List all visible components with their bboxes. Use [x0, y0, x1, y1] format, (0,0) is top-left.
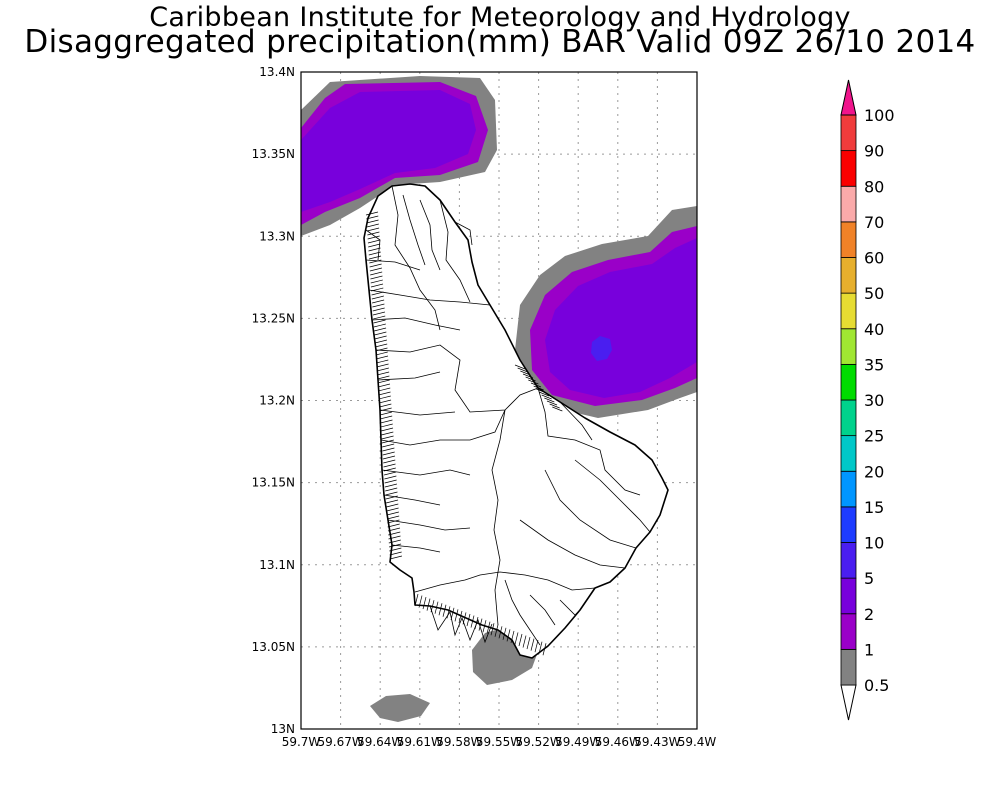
colorbar-label: 2	[864, 605, 874, 624]
island-coastline	[363, 183, 669, 659]
colorbar-swatch	[840, 399, 857, 437]
colorbar-bottom-arrow	[840, 684, 857, 721]
lat-tick-label: 13.15N	[252, 476, 295, 490]
colorbar-swatch	[840, 648, 857, 686]
colorbar-swatch	[840, 292, 857, 330]
lat-tick-label: 13N	[271, 722, 295, 736]
precip-area-east-2mm	[545, 238, 697, 398]
colorbar-swatch	[840, 470, 857, 508]
lon-tick-label: 59.46W	[595, 735, 641, 749]
colorbar-label: 15	[864, 498, 884, 517]
lon-tick-label: 59.49W	[555, 735, 601, 749]
colorbar-label: 10	[864, 534, 884, 553]
precip-area-nw-2mm	[301, 90, 476, 212]
lon-tick-label: 59.61W	[397, 735, 443, 749]
colorbar-top-arrow	[840, 79, 857, 116]
lon-tick-label: 59.64W	[357, 735, 403, 749]
parish-boundaries	[365, 185, 651, 646]
colorbar-swatch	[840, 328, 857, 365]
colorbar-label: 40	[864, 320, 884, 339]
precip-area-east-5mm	[591, 336, 612, 361]
colorbar-label: 80	[864, 177, 884, 196]
colorbar-label: 35	[864, 355, 884, 374]
colorbar-swatch	[840, 257, 857, 294]
colorbar-label: 0.5	[864, 676, 889, 695]
colorbar-swatch	[840, 577, 857, 615]
lat-tick-label: 13.2N	[259, 394, 295, 408]
lat-tick-label: 13.4N	[259, 65, 295, 79]
precip-area-southwest-0.5mm	[370, 694, 430, 722]
lon-tick-label: 59.52W	[515, 735, 561, 749]
lat-tick-label: 13.35N	[252, 147, 295, 161]
colorbar-swatch	[840, 613, 857, 650]
colorbar-swatch	[840, 542, 857, 579]
colorbar-label: 90	[864, 142, 884, 161]
colorbar-label: 100	[864, 106, 895, 125]
latitude-axis: 13.4N 13.35N 13.3N 13.25N 13.2N 13.15N 13.1N 13…	[252, 65, 295, 736]
colorbar-swatch	[840, 363, 857, 401]
lon-tick-label: 59.7W	[282, 735, 321, 749]
lon-tick-label: 59.58W	[436, 735, 482, 749]
chart-title: Caribbean Institute for Meteorology and …	[149, 2, 851, 33]
map-frame	[300, 71, 698, 730]
lat-tick-label: 13.3N	[259, 229, 295, 243]
colorbar-label: 20	[864, 462, 884, 481]
longitude-axis: 59.7W59.67W59.64W59.61W59.58W59.55W59.52…	[282, 735, 717, 749]
colorbar-swatch	[840, 435, 857, 472]
lat-tick-label: 13.25N	[252, 311, 295, 325]
colorbar-label: 1	[864, 640, 874, 659]
colorbar-label: 30	[864, 391, 884, 410]
lat-tick-label: 13.1N	[259, 558, 295, 572]
lon-tick-label: 59.67W	[317, 735, 363, 749]
lon-tick-label: 59.4W	[678, 735, 717, 749]
colorbar-swatch	[840, 221, 857, 258]
colorbar-label: 5	[864, 569, 874, 588]
lat-tick-label: 13.05N	[252, 640, 295, 654]
chart-subtitle: Disaggregated precipitation(mm) BAR Vali…	[24, 24, 976, 60]
colorbar-label: 50	[864, 284, 884, 303]
colorbar-label: 25	[864, 427, 884, 446]
coastal-streams	[365, 211, 563, 656]
lon-tick-label: 59.43W	[634, 735, 680, 749]
precipitation-shading	[301, 76, 697, 722]
colorbar-swatch	[840, 150, 857, 187]
colorbar-swatch	[840, 114, 857, 152]
colorbar-label: 70	[864, 213, 884, 232]
colorbar-label: 60	[864, 249, 884, 268]
colorbar-swatch	[840, 506, 857, 543]
colorbar-swatch	[840, 185, 857, 223]
lon-tick-label: 59.55W	[476, 735, 522, 749]
